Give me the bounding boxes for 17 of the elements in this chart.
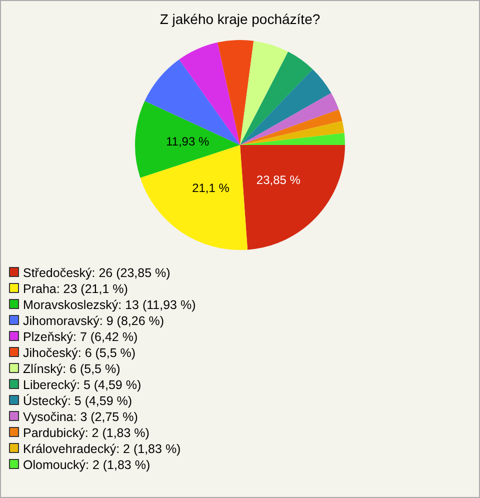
legend-label: Olomoucký: 2 (1,83 %) [22,457,152,473]
legend-label: Jihomoravský: 9 (8,26 %) [22,313,166,329]
data-label: 21,1 % [192,180,230,195]
legend-label: Královehradecký: 2 (1,83 %) [22,441,182,457]
legend-label: Pardubický: 2 (1,83 %) [22,425,150,441]
data-label: 23,85 % [256,173,301,188]
legend-label: Liberecký: 5 (4,59 %) [22,377,142,393]
legend-label: Praha: 23 (21,1 %) [22,281,129,297]
data-label: 11,93 % [166,134,210,148]
legend-label: Vysočina: 3 (2,75 %) [22,409,139,425]
legend-label: Středočeský: 26 (23,85 %) [22,265,172,281]
legend-label: Ústecký: 5 (4,59 %) [22,393,134,409]
legend-label: Moravskoslezský: 13 (11,93 %) [22,297,196,313]
legend-label: Zlínský: 6 (5,5 %) [22,361,122,377]
chart-title: Z jakého kraje pocházíte? [158,11,322,27]
legend-label: Jihočeský: 6 (5,5 %) [22,345,137,361]
legend-label: Plzeňský: 7 (6,42 %) [22,329,139,345]
